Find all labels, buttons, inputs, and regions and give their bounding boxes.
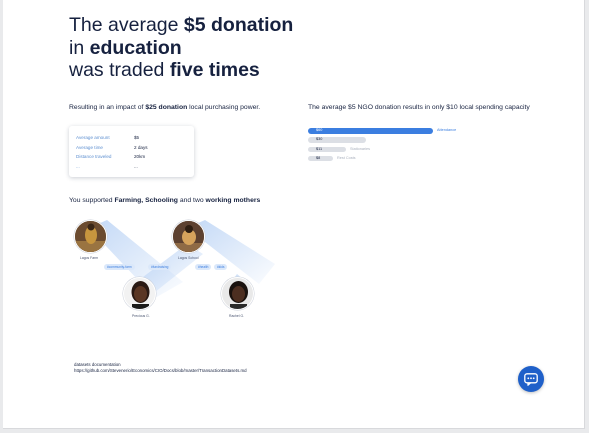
person-photo-icon: [222, 278, 253, 309]
tag-chip[interactable]: #health: [195, 264, 212, 270]
comparison-bars: $60 Attendance $30 $11 Stationaries $8 R…: [308, 127, 558, 164]
farm-photo-icon: [75, 221, 106, 252]
headline-sector: education: [89, 36, 182, 59]
bar-side-label: Attendance: [437, 128, 457, 132]
headline-amount: $5 donation: [183, 14, 294, 36]
bar-side-label: Stationaries: [350, 146, 371, 151]
bar-row: $8 Rest Costs: [308, 155, 558, 164]
headline-line-3: was traded five times: [69, 59, 260, 81]
bar-row: $30: [308, 136, 558, 145]
stats-value: 2 days: [134, 144, 148, 150]
references: datasets documentation https://github.co…: [74, 362, 247, 374]
person-photo-icon: [124, 278, 155, 309]
stats-label: Distance traveled: [76, 154, 112, 160]
spending-bar: $30: [308, 137, 366, 143]
stats-label: Average amount: [76, 135, 110, 141]
school-photo-icon: [173, 221, 204, 252]
stats-row: Average time 2 days: [76, 143, 187, 153]
headline-line-2: in education: [69, 36, 182, 59]
comparison-heading: The average $5 NGO donation results in o…: [308, 104, 530, 111]
network-beam: [187, 220, 275, 284]
stats-label: Average time: [76, 144, 103, 150]
network-beam: [139, 244, 203, 292]
avatar-farm: [74, 220, 107, 253]
supported-text: You supported Farming, Schooling and two…: [69, 197, 261, 204]
references-title: datasets documentation: [74, 362, 121, 367]
headline-times: five times: [169, 59, 260, 81]
spending-bar: $60: [308, 128, 433, 134]
stats-value: ...: [134, 163, 138, 169]
avatar-school: [172, 220, 205, 253]
headline: The average $5 donation in education was…: [69, 14, 293, 82]
tag-chip[interactable]: #community-farm: [104, 264, 135, 270]
stats-label: ...: [76, 163, 80, 169]
chat-bubble-icon: [524, 372, 538, 386]
spending-bar: $8: [308, 155, 333, 162]
headline-line-1: The average $5 donation: [69, 14, 294, 36]
tag-chip[interactable]: #fundraising: [148, 264, 172, 270]
bar-row: $11 Stationaries: [308, 146, 558, 155]
bar-side-label: Rest Costs: [337, 155, 356, 160]
references-link[interactable]: https://github.com/Stevenerio/Economics/…: [74, 367, 247, 373]
node-name: Lagos School: [178, 256, 199, 260]
node-name: Rachel G.: [229, 314, 245, 318]
stats-row: Average amount $5: [76, 133, 187, 143]
stats-row: ......: [76, 162, 187, 172]
node-name: Precious G.: [132, 314, 150, 318]
bar-row: $60 Attendance: [308, 127, 558, 136]
tag-chip[interactable]: #kids: [214, 264, 228, 270]
support-network: Lagos Farm Lagos School Precious G.: [63, 214, 293, 324]
page: The average $5 donation in education was…: [3, 0, 585, 429]
node-name: Lagos Farm: [80, 256, 99, 260]
avatar-mother-2: [221, 277, 254, 310]
stats-value: 20km: [134, 154, 146, 160]
stats-card: Average amount $5 Average time 2 days Dist…: [69, 126, 194, 177]
spending-bar: $11: [308, 146, 346, 153]
stats-value: $5: [134, 135, 140, 141]
impact-text: Resulting in an impact of $25 donation l…: [69, 104, 261, 111]
chat-button[interactable]: [518, 366, 544, 392]
stats-row: Distance traveled 20km: [76, 152, 187, 162]
avatar-mother-1: [123, 277, 156, 310]
